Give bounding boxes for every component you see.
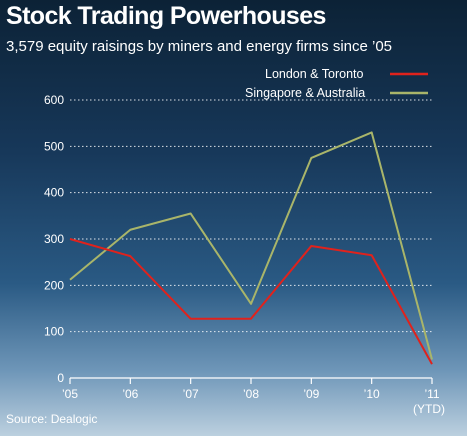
y-tick-label: 300 xyxy=(44,232,64,246)
source-note: Source: Dealogic xyxy=(6,412,98,426)
series-line-london-toronto xyxy=(69,238,433,365)
series-lines xyxy=(69,131,433,365)
x-tick-label: ’11 xyxy=(424,387,439,401)
x-tick-label: ’08 xyxy=(243,387,259,401)
chart-title: Stock Trading Powerhouses xyxy=(6,2,326,30)
x-tick-label: ’09 xyxy=(303,387,319,401)
x-tick-sublabel: (YTD) xyxy=(413,402,445,416)
y-tick-label: 500 xyxy=(44,139,64,153)
y-tick-label: 400 xyxy=(44,186,64,200)
x-tick-label: ’05 xyxy=(62,387,78,401)
y-tick-label: 100 xyxy=(44,325,64,339)
legend-label-london-toronto: London & Toronto xyxy=(265,67,364,81)
y-axis: 0 100 200 300 400 500 600 xyxy=(44,93,64,385)
legend-label-singapore-australia: Singapore & Australia xyxy=(245,86,365,100)
x-axis: ’05 ’06 ’07 ’08 ’09 ’10 ’11(YTD) xyxy=(62,377,445,416)
chart-subtitle: 3,579 equity raisings by miners and ener… xyxy=(6,38,393,55)
series-line-singapore-australia xyxy=(69,131,433,360)
y-tick-label: 200 xyxy=(44,278,64,292)
x-tick-label: ’10 xyxy=(364,387,380,401)
x-tick-label: ’07 xyxy=(183,387,199,401)
y-tick-label: 600 xyxy=(44,93,64,107)
grid-lines xyxy=(70,99,432,333)
x-tick-label: ’06 xyxy=(122,387,138,401)
y-tick-label: 0 xyxy=(57,371,64,385)
legend: London & Toronto Singapore & Australia xyxy=(245,67,428,100)
